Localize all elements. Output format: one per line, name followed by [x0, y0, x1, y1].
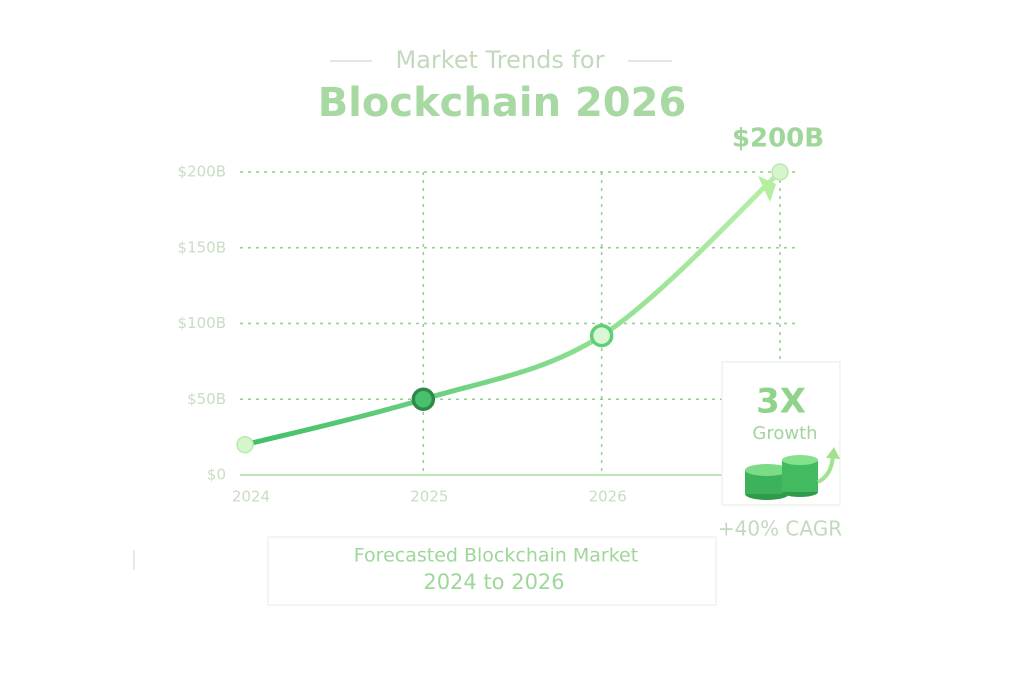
chart-title: Market Trends for	[396, 46, 605, 74]
y-tick-label: $150B	[178, 238, 226, 256]
coins-icon	[745, 447, 840, 500]
caption-line: Forecasted Blockchain Market	[354, 545, 638, 567]
value-label: $200B	[732, 124, 824, 154]
y-tick-label: $100B	[178, 314, 226, 332]
data-point	[589, 323, 614, 348]
plot-area: $0 $50B $100B $150B $200B 2024 2025 2026 $200B	[178, 124, 825, 506]
data-point	[236, 435, 254, 454]
data-point	[411, 387, 436, 411]
y-tick-label: $0	[207, 466, 226, 484]
y-tick-label: $50B	[187, 390, 226, 408]
callout-growth: Growth	[752, 423, 817, 444]
data-point	[771, 163, 789, 181]
x-tick-label: 2024	[232, 488, 270, 506]
arrow-head	[758, 176, 776, 202]
caption-line: 2024 to 2026	[423, 570, 564, 594]
chart-subtitle: Blockchain 2026	[318, 80, 687, 126]
caption-box	[267, 536, 717, 606]
callout-multiplier: 3X	[756, 382, 806, 422]
x-tick-label: 2025	[410, 488, 448, 506]
callout-cagr: +40% CAGR	[718, 517, 842, 541]
x-tick-label: 2026	[589, 488, 627, 506]
data-line	[242, 169, 783, 448]
y-tick-label: $200B	[178, 163, 226, 181]
